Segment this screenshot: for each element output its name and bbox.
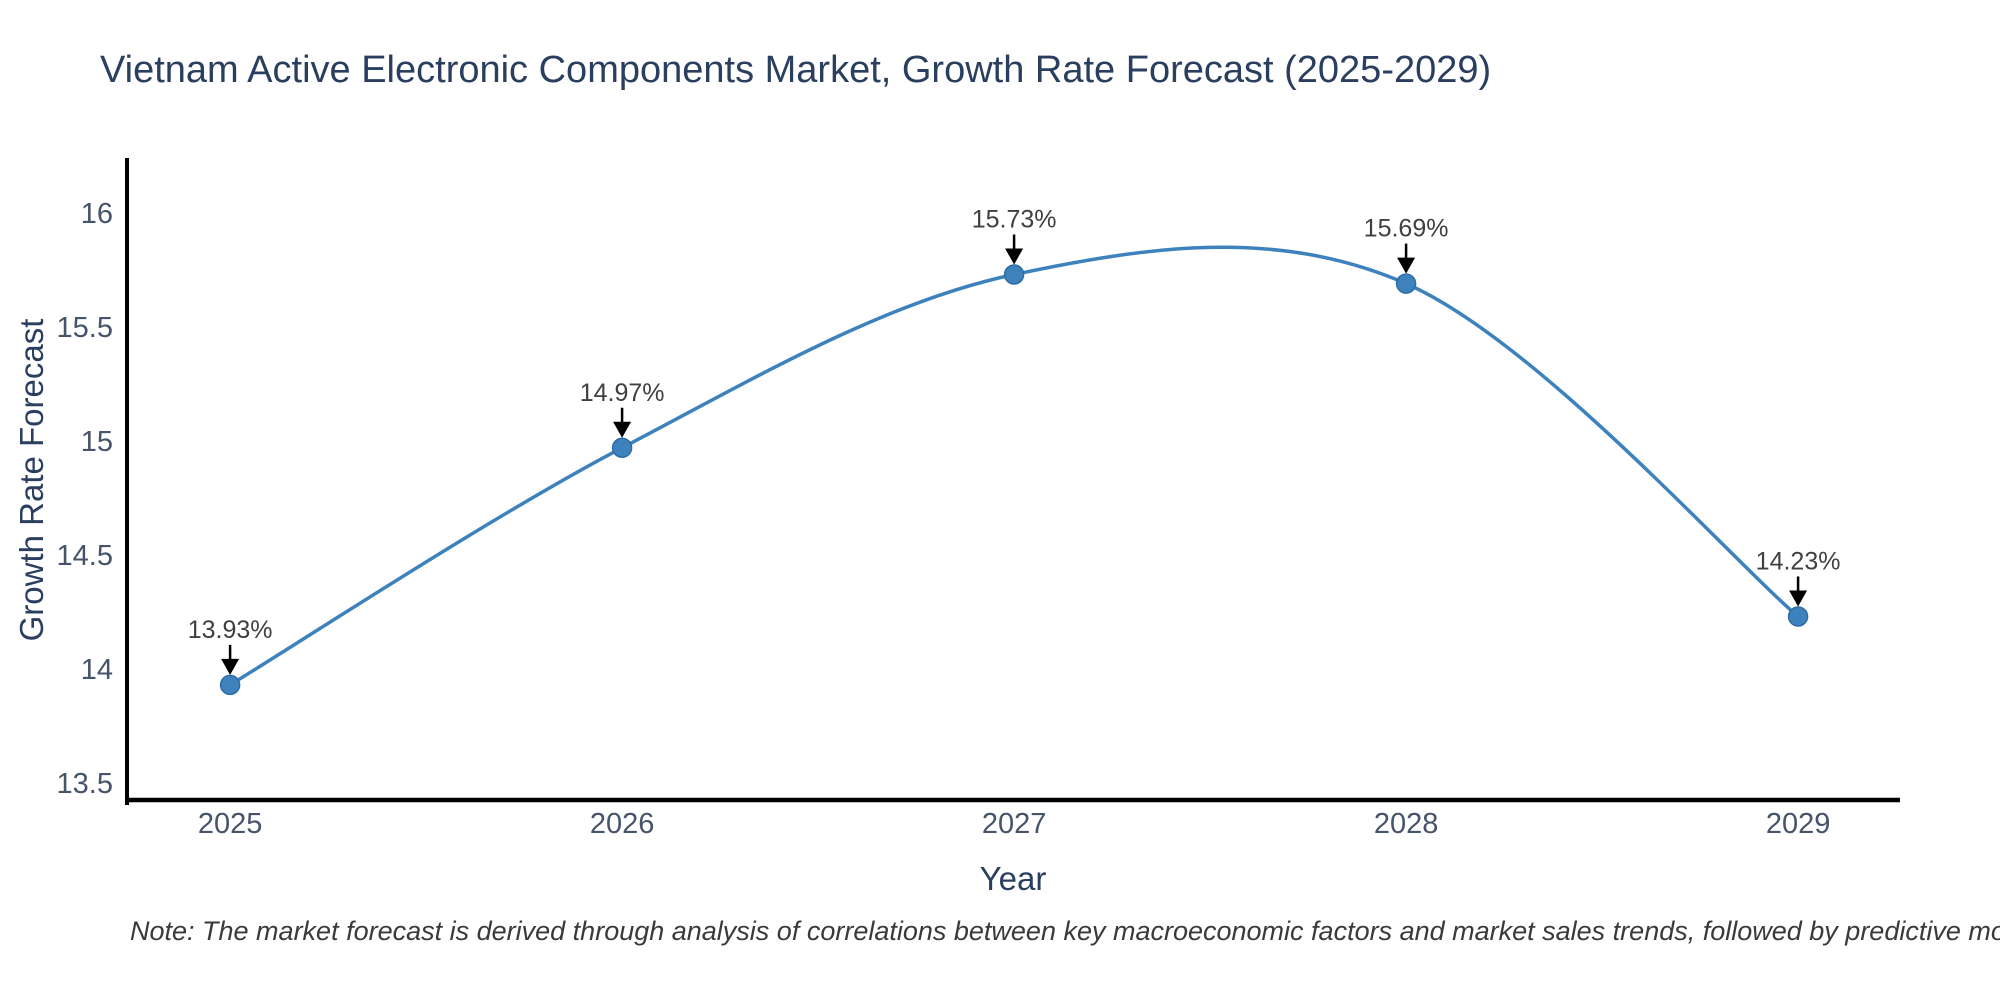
plot-area: 13.5 14 14.5 15 15.5 16 2025 2026 2027 2028 2029 13… [57,158,1900,840]
data-point-label: 15.73% [972,205,1057,233]
x-tick-label: 2028 [1374,808,1439,840]
y-axis-title: Growth Rate Forecast [13,319,50,642]
footnote: Note: The market forecast is derived thr… [130,916,2000,946]
x-tick-label: 2029 [1766,808,1831,840]
annotation-arrowhead [613,421,632,438]
annotation-arrowhead [1005,248,1024,265]
x-tick-label: 2026 [590,808,655,840]
data-point-label: 15.69% [1364,215,1449,243]
data-point-marker [1787,606,1809,627]
y-tick-label: 14 [81,654,113,686]
y-tick-label: 13.5 [57,768,113,800]
data-point-marker [1003,264,1025,285]
annotation-arrowhead [221,658,240,675]
y-tick-label: 15.5 [57,312,113,344]
y-tick-label: 15 [81,426,113,458]
x-tick-label: 2025 [198,808,263,840]
data-point-marker [219,674,241,696]
data-point-label: 14.97% [580,379,665,407]
annotation-arrowhead [1789,590,1808,607]
data-point-marker [1395,273,1417,294]
x-axis-title: Year [980,860,1047,897]
y-tick-label: 14.5 [57,540,113,572]
y-tick-label: 16 [81,198,113,230]
data-point-label: 14.23% [1756,547,1841,575]
x-tick-label: 2027 [982,808,1047,840]
data-point-marker [611,437,633,459]
annotation-arrowhead [1397,257,1416,274]
chart-title: Vietnam Active Electronic Components Mar… [100,49,1491,91]
data-point-label: 13.93% [188,616,273,644]
forecast-line [228,245,1800,687]
